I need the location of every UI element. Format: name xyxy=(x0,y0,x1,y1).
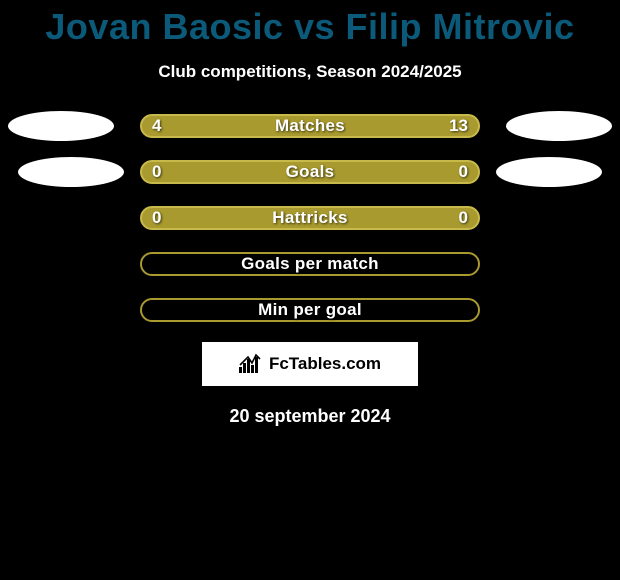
date-label: 20 september 2024 xyxy=(229,406,390,427)
stat-label: Goals per match xyxy=(241,254,379,274)
stat-label: Goals xyxy=(286,162,335,182)
stat-value-right: 0 xyxy=(459,208,468,228)
stat-row: Min per goal xyxy=(0,298,620,322)
player-photo-left xyxy=(18,157,124,187)
stat-value-left: 0 xyxy=(152,162,161,182)
stat-row: 0 Goals 0 xyxy=(0,160,620,184)
stat-row: 4 Matches 13 xyxy=(0,114,620,138)
brand-badge: FcTables.com xyxy=(202,342,418,386)
stat-value-right: 0 xyxy=(459,162,468,182)
stat-label: Hattricks xyxy=(272,208,347,228)
stat-bar: 0 Goals 0 xyxy=(140,160,480,184)
subtitle: Club competitions, Season 2024/2025 xyxy=(158,62,461,82)
stat-row: 0 Hattricks 0 xyxy=(0,206,620,230)
stats-rows: 4 Matches 13 0 Goals 0 0 Hattricks 0 Goals per ma… xyxy=(0,114,620,322)
stat-label: Min per goal xyxy=(258,300,362,320)
brand-text: FcTables.com xyxy=(269,354,381,374)
player-photo-right xyxy=(506,111,612,141)
stat-row: Goals per match xyxy=(0,252,620,276)
stat-bar: 0 Hattricks 0 xyxy=(140,206,480,230)
stat-bar: 4 Matches 13 xyxy=(140,114,480,138)
barchart-icon xyxy=(239,353,265,375)
stat-label: Matches xyxy=(275,116,345,136)
player-photo-left xyxy=(8,111,114,141)
stat-bar: Min per goal xyxy=(140,298,480,322)
stat-value-left: 4 xyxy=(152,116,161,136)
player-photo-right xyxy=(496,157,602,187)
page-title: Jovan Baosic vs Filip Mitrovic xyxy=(45,6,574,48)
stat-value-left: 0 xyxy=(152,208,161,228)
stat-value-right: 13 xyxy=(449,116,468,136)
comparison-panel: Jovan Baosic vs Filip Mitrovic Club comp… xyxy=(0,0,620,427)
stat-bar: Goals per match xyxy=(140,252,480,276)
